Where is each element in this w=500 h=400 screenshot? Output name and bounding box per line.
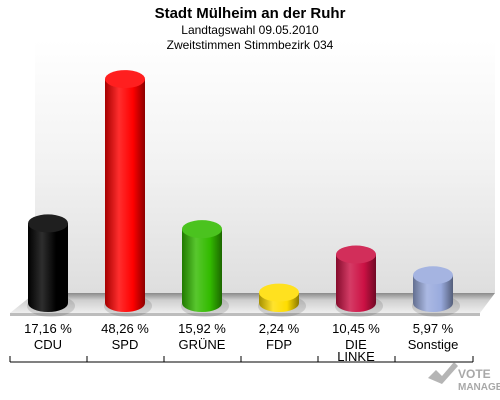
bar-top <box>182 220 222 239</box>
bar-top <box>259 283 299 302</box>
category-label: CDU <box>34 337 62 352</box>
category-bracket <box>9 356 474 363</box>
bar-top <box>413 266 453 285</box>
bar-cdu <box>28 223 68 312</box>
value-label: 15,92 % <box>178 321 226 336</box>
logo-text-top: VOTE <box>458 367 491 381</box>
category-label: Sonstige <box>408 337 459 352</box>
category-label: LINKE <box>337 349 375 364</box>
bar-top <box>336 245 376 264</box>
chart-subtitle: Landtagswahl 09.05.2010 <box>181 23 319 37</box>
bar-top <box>105 70 145 89</box>
category-label: GRÜNE <box>179 337 226 352</box>
value-label: 5,97 % <box>413 321 454 336</box>
category-label: SPD <box>112 337 139 352</box>
bar-die-linke <box>336 254 376 312</box>
chart-floor-front <box>10 313 480 316</box>
value-labels: 17,16 % 48,26 % 15,92 % 2,24 % 10,45 % 5,97 % <box>24 321 454 336</box>
bar-series <box>27 70 460 317</box>
value-label: 10,45 % <box>332 321 380 336</box>
value-label: 2,24 % <box>259 321 300 336</box>
value-label: 48,26 % <box>101 321 149 336</box>
check-icon <box>428 362 458 384</box>
category-label: FDP <box>266 337 292 352</box>
bar-top <box>28 214 68 233</box>
value-label: 17,16 % <box>24 321 72 336</box>
bar-sonstige <box>413 275 453 312</box>
chart-backwall <box>35 40 495 293</box>
bar-gr-ne <box>182 229 222 312</box>
category-label: DIE <box>345 337 367 352</box>
vote-manager-logo: VOTE MANAGER <box>428 362 500 393</box>
chart-subtitle-2: Zweitstimmen Stimmbezirk 034 <box>167 38 334 52</box>
chart-title: Stadt Mülheim an der Ruhr <box>155 5 346 22</box>
bar-spd <box>105 79 145 312</box>
logo-text-bottom: MANAGER <box>458 382 500 393</box>
